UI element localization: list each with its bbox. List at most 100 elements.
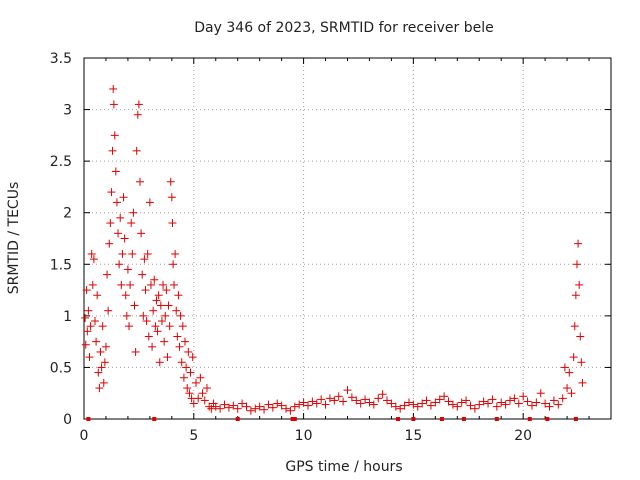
data-point — [116, 213, 125, 222]
data-point — [96, 347, 105, 356]
baseline-marker — [573, 417, 578, 421]
data-point — [111, 167, 120, 176]
data-point — [125, 322, 134, 331]
baseline-marker — [290, 417, 295, 421]
data-point — [171, 249, 180, 258]
data-point — [255, 402, 264, 411]
data-point — [134, 100, 143, 109]
data-point — [527, 401, 536, 410]
data-point — [545, 402, 554, 411]
data-point — [137, 229, 146, 238]
data-point — [475, 400, 484, 409]
data-point — [177, 358, 186, 367]
data-point — [170, 280, 179, 289]
data-point — [567, 389, 576, 398]
data-point — [155, 358, 164, 367]
baseline-marker — [396, 417, 401, 421]
data-point — [167, 193, 176, 202]
data-point — [89, 255, 98, 264]
data-point — [146, 280, 155, 289]
data-point — [570, 322, 579, 331]
data-point — [497, 398, 506, 407]
data-point — [422, 396, 431, 405]
data-point — [122, 311, 131, 320]
data-point — [251, 404, 260, 413]
data-point — [130, 301, 139, 310]
data-point — [264, 400, 273, 409]
y-tick-label: 1 — [63, 309, 72, 325]
data-point — [92, 337, 101, 346]
data-point — [505, 396, 514, 405]
baseline-marker — [411, 417, 416, 421]
data-point — [224, 403, 233, 412]
data-point — [312, 399, 321, 408]
y-tick-label: 2 — [63, 206, 72, 222]
y-axis-label: SRMTID / TECUs — [6, 182, 22, 295]
data-point — [86, 322, 95, 331]
data-point — [182, 363, 191, 372]
baseline-marker — [494, 417, 499, 421]
data-point — [339, 397, 348, 406]
data-point — [194, 394, 203, 403]
data-point — [87, 249, 96, 258]
data-point — [575, 280, 584, 289]
data-point — [448, 400, 457, 409]
data-point — [400, 401, 409, 410]
data-point — [143, 249, 152, 258]
baseline-marker — [461, 417, 466, 421]
data-point — [233, 404, 242, 413]
data-point — [286, 406, 295, 415]
data-point — [457, 398, 466, 407]
data-point — [176, 311, 185, 320]
axis-ticks — [83, 57, 611, 420]
data-point — [161, 311, 170, 320]
data-points — [81, 84, 587, 415]
data-point — [303, 401, 312, 410]
y-tick-label: 2.5 — [50, 154, 72, 170]
data-point — [576, 332, 585, 341]
data-point — [330, 396, 339, 405]
data-point — [514, 399, 523, 408]
data-point — [138, 270, 147, 279]
data-point — [189, 399, 198, 408]
data-point — [409, 400, 418, 409]
data-point — [574, 239, 583, 248]
data-point — [174, 291, 183, 300]
data-point — [343, 386, 352, 395]
data-point — [361, 395, 370, 404]
data-point — [166, 177, 175, 186]
data-point — [444, 397, 453, 406]
data-point — [563, 384, 572, 393]
data-point — [132, 146, 141, 155]
data-point — [220, 400, 229, 409]
data-point — [202, 384, 211, 393]
data-point — [159, 280, 168, 289]
data-point — [396, 404, 405, 413]
data-point — [325, 394, 334, 403]
data-point — [426, 401, 435, 410]
data-point — [84, 306, 93, 315]
data-point — [109, 100, 118, 109]
data-point — [157, 317, 166, 326]
data-point — [488, 395, 497, 404]
data-point — [106, 219, 115, 228]
data-point — [440, 392, 449, 401]
data-point — [501, 400, 510, 409]
data-point — [178, 322, 187, 331]
data-point — [127, 219, 136, 228]
data-point — [282, 404, 291, 413]
data-point — [523, 397, 532, 406]
data-point — [98, 322, 107, 331]
data-point — [519, 392, 528, 401]
data-point — [107, 188, 116, 197]
data-point — [383, 396, 392, 405]
baseline-markers — [86, 417, 578, 421]
data-point — [109, 84, 118, 93]
baseline-marker — [292, 417, 297, 421]
chart-title: Day 346 of 2023, SRMTID for receiver bel… — [194, 20, 493, 36]
data-point — [83, 327, 92, 336]
data-point — [160, 337, 169, 346]
data-point — [112, 198, 121, 207]
data-point — [299, 398, 308, 407]
data-point — [569, 353, 578, 362]
